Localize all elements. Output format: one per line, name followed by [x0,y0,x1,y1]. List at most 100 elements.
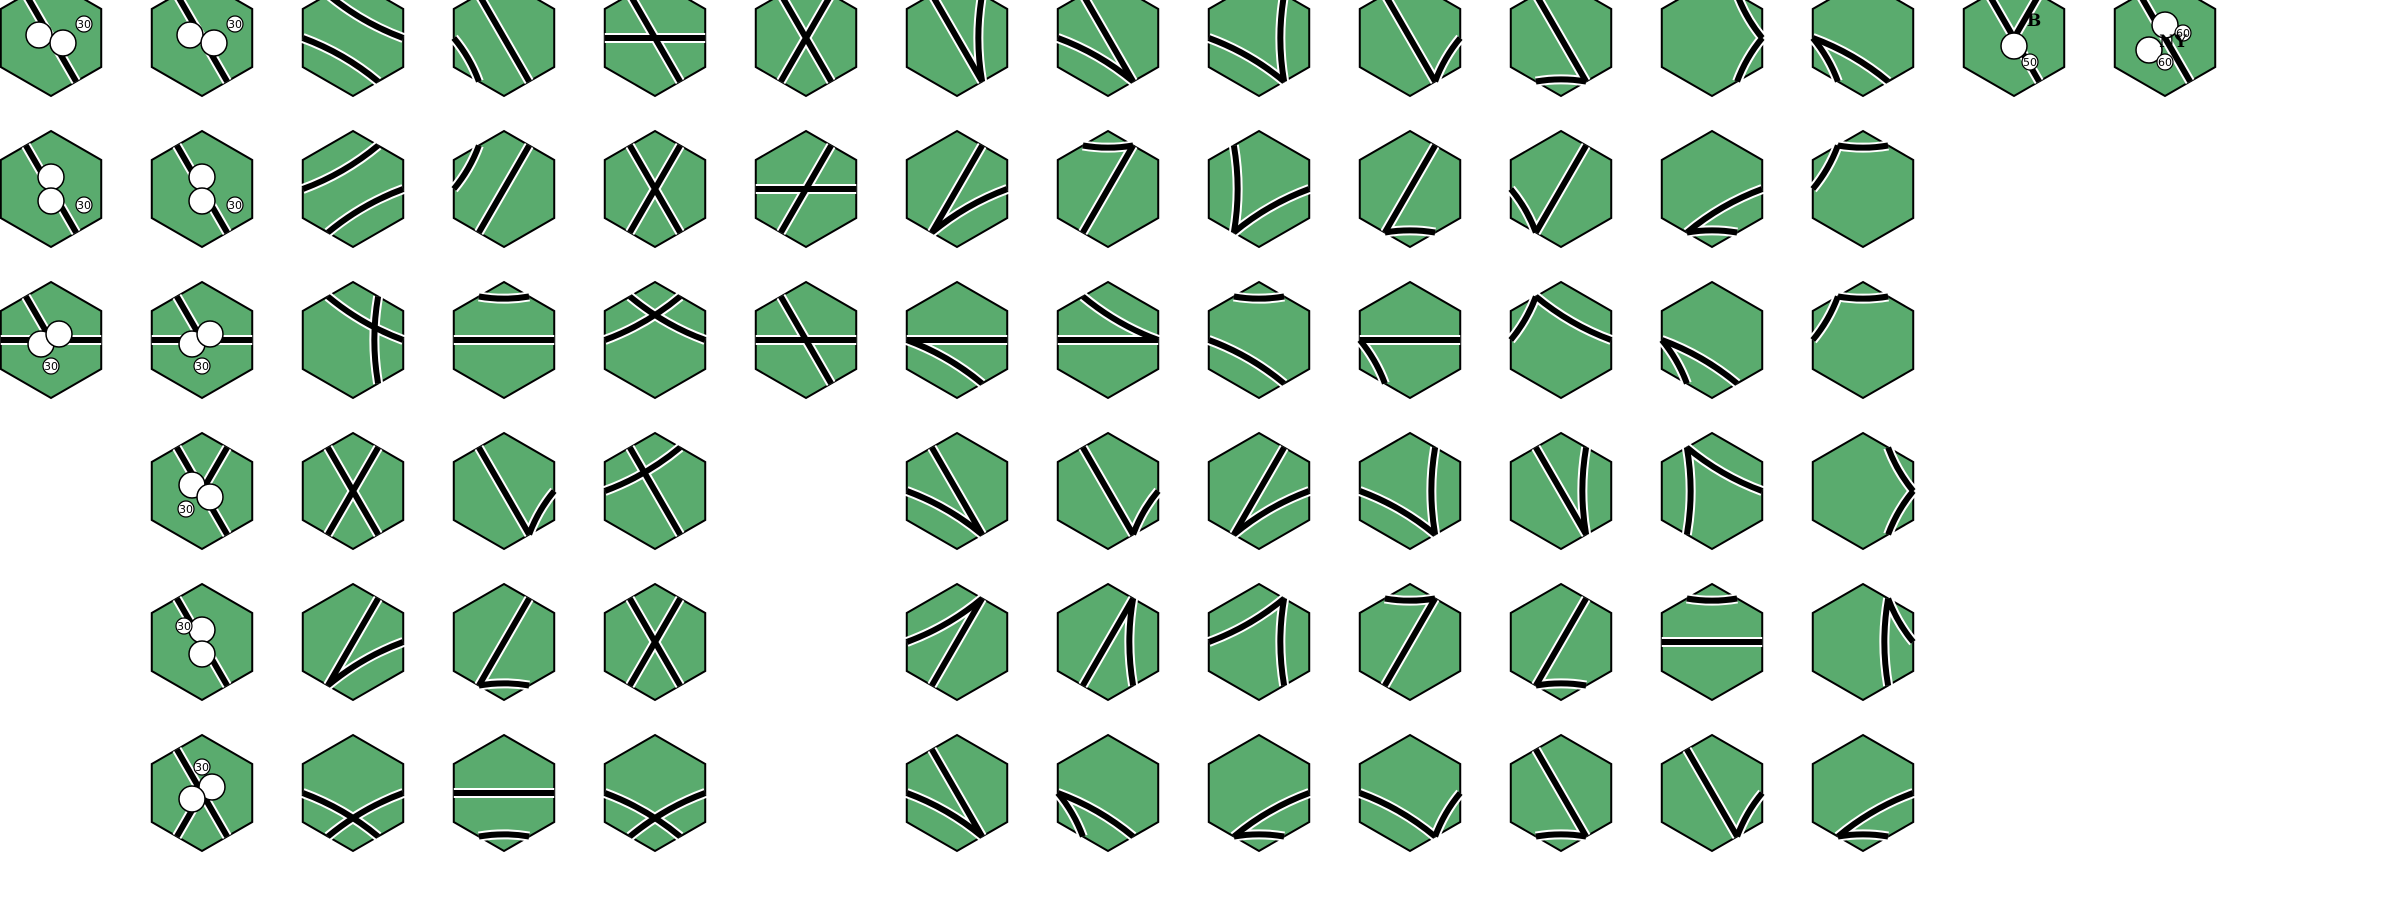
hex-outline [1811,733,1915,853]
hex-tile [1808,129,1915,249]
track-segment [1277,597,1288,687]
track-segment [1810,144,1841,191]
hex-outline [1660,129,1764,249]
track-segment [2162,36,2193,83]
city-circle [2135,36,2163,64]
city-circle [188,163,216,191]
track-segment [199,791,230,838]
track-segment [1684,445,1764,494]
hex-tile [1660,733,1767,853]
track-segment [1885,446,1916,493]
track-segment [1881,597,1892,687]
hex-tile [1207,733,1311,853]
hex-outline [1207,733,1311,853]
hex-outline [905,0,1009,98]
track-segment [1837,293,1889,302]
hex-tile: 30 [150,733,254,853]
track-segment [905,596,985,645]
hex-outline [1207,129,1311,249]
track-segment [1810,36,1841,83]
revenue-value: 60 [2176,27,2190,40]
city-circle [37,163,65,191]
hex-tile [754,280,858,400]
hex-tile [1207,431,1311,551]
city-circle [2000,32,2028,60]
track-segment [1080,144,1136,234]
revenue-bubble [2156,53,2174,71]
track-segment [1535,0,1589,83]
hex-tile [452,280,556,400]
city-circle [37,187,65,215]
city-circle [200,29,228,57]
track-segment [603,445,683,494]
track-segment [478,293,530,302]
track-segment [1736,0,1765,40]
track-segment [199,446,230,493]
hex-tile [301,280,405,400]
track-segment [1535,831,1587,840]
track-segment [1358,790,1438,839]
track-segment [301,143,381,192]
track-segment [778,144,834,234]
hex-outline [1811,431,1915,551]
revenue-bubble [75,15,93,33]
track-segment [1684,748,1740,838]
track-segment [1885,597,1916,644]
hex-tile [603,280,707,400]
track-segment [1231,488,1311,537]
track-segment [1382,144,1438,234]
track-segment [1988,0,2017,40]
hex-tile [1506,129,1613,249]
hex-tile [754,0,858,98]
city-circle [178,785,206,813]
revenue-bubble [193,758,211,776]
city-circle [188,616,216,644]
track-segment [1231,790,1311,839]
hex-tile: 30 [150,431,254,551]
revenue-bubble [177,500,195,518]
hex-tile [1207,129,1311,249]
track-segment [1734,791,1765,838]
track-segment [1837,142,1889,151]
track-segment [1734,36,1765,83]
track-segment [929,748,985,838]
track-segment [1535,76,1587,85]
hex-tile [301,0,405,98]
track-segment [1056,35,1136,84]
track-segment [603,294,683,343]
revenue-value: 50 [2023,56,2037,69]
hex-tile [449,0,556,98]
revenue-bubble [226,196,244,214]
track-segment [1126,597,1137,687]
hex-tile [1358,733,1465,853]
hex-tile [1207,0,1311,98]
track-segment [476,144,532,234]
track-segment [451,36,482,83]
track-segment [1686,227,1738,236]
hex-tile [603,0,707,98]
revenue-bubble [2174,24,2192,42]
track-segment [325,597,381,687]
revenue-value: 30 [177,620,191,633]
track-segment [905,488,985,537]
track-segment [1080,597,1136,687]
track-segment [929,144,985,234]
revenue-bubble [42,357,60,375]
hex-tile: 30 [150,129,254,249]
track-segment [325,446,381,536]
city-circle [45,320,73,348]
revenue-value: 30 [228,18,242,31]
track-segment [476,597,532,687]
track-segment [627,790,707,839]
track-segment [975,0,986,83]
revenue-value: 30 [77,199,91,212]
track-segment [1533,144,1589,234]
hex-tile [452,431,559,551]
hex-tile [1808,0,1915,98]
track-segment [1277,0,1288,83]
revenue-bubble [226,15,244,33]
track-segment [1428,446,1439,536]
track-segment [478,0,532,83]
track-segment [1055,791,1086,838]
